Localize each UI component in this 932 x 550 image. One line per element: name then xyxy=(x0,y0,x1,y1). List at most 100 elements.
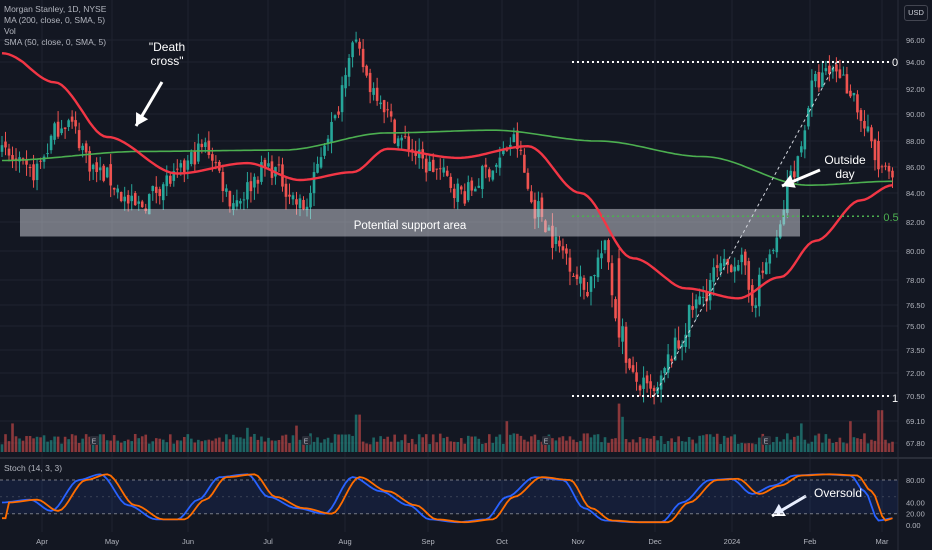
volume-bar xyxy=(456,442,460,452)
volume-bar xyxy=(53,436,56,452)
candle-body xyxy=(488,169,491,178)
price-tick-label: 86.00 xyxy=(906,163,925,172)
candle-body xyxy=(319,157,323,168)
volume-bar xyxy=(544,439,547,452)
candle-body xyxy=(91,164,95,170)
candle-body xyxy=(884,165,887,167)
time-tick-label: Nov xyxy=(571,537,585,546)
candle-body xyxy=(600,253,603,259)
time-tick-label: Aug xyxy=(338,537,351,546)
candle-body xyxy=(473,188,477,192)
candle-body xyxy=(575,274,579,280)
volume-bar xyxy=(775,436,779,452)
volume-bar xyxy=(831,442,835,452)
candle-body xyxy=(109,164,112,186)
volume-bar xyxy=(828,438,831,452)
volume-bar xyxy=(347,434,351,452)
candle-body xyxy=(438,168,442,170)
volume-bar xyxy=(186,434,190,452)
volume-bar xyxy=(708,434,712,452)
volume-bar xyxy=(863,433,866,452)
candle-body xyxy=(586,291,589,297)
candle-body xyxy=(582,277,586,290)
earnings-marker-label: E xyxy=(764,439,769,446)
volume-bar xyxy=(351,435,354,452)
volume-bar xyxy=(368,444,372,452)
volume-bar xyxy=(263,441,267,452)
candle-body xyxy=(130,195,134,202)
volume-bar xyxy=(137,438,141,452)
stoch-tick-label: 0.00 xyxy=(906,521,921,530)
candle-body xyxy=(267,163,270,167)
volume-bar xyxy=(582,433,586,452)
volume-bar xyxy=(579,440,582,452)
volume-bar xyxy=(211,440,214,452)
stoch-label: Stoch (14, 3, 3) xyxy=(4,463,63,473)
price-tick-label: 82.00 xyxy=(906,218,925,227)
candle-body xyxy=(77,130,81,149)
price-tick-label: 78.00 xyxy=(906,276,925,285)
candle-body xyxy=(572,275,575,277)
candle-body xyxy=(768,254,772,264)
volume-bar xyxy=(477,438,481,452)
volume-bar xyxy=(537,439,540,452)
time-tick-label: Sep xyxy=(421,537,434,546)
candle-body xyxy=(698,296,701,305)
volume-bar xyxy=(172,443,176,452)
volume-bar xyxy=(291,435,295,452)
volume-bar xyxy=(887,443,891,452)
stoch-tick-label: 80.00 xyxy=(906,476,925,485)
candle-body xyxy=(631,365,635,372)
candle-body xyxy=(880,166,884,168)
volume-bar xyxy=(281,435,284,452)
candle-body xyxy=(190,152,193,165)
volume-bar xyxy=(463,443,467,452)
volume-bar xyxy=(302,442,305,452)
volume-bar xyxy=(677,436,680,452)
currency-button[interactable]: USD xyxy=(904,5,928,21)
volume-bar xyxy=(603,437,607,452)
volume-bar xyxy=(326,437,330,452)
candle-body xyxy=(516,130,519,150)
price-tick-label: 80.00 xyxy=(906,247,925,256)
candle-body xyxy=(393,119,396,144)
volume-bar xyxy=(561,436,565,452)
volume-bar xyxy=(810,441,814,452)
candle-body xyxy=(81,145,84,151)
price-tick-label: 92.00 xyxy=(906,85,925,94)
volume-bar xyxy=(151,441,155,452)
volume-bar xyxy=(428,444,432,452)
candle-body xyxy=(263,159,267,168)
candle-body xyxy=(814,73,817,82)
candle-body xyxy=(246,182,249,200)
candle-body xyxy=(25,158,28,165)
candle-body xyxy=(161,184,165,201)
candle-body xyxy=(729,265,733,273)
candle-body xyxy=(481,166,484,190)
volume-bar xyxy=(42,435,46,452)
candle-body xyxy=(859,110,863,121)
volume-bar xyxy=(361,441,365,452)
candle-body xyxy=(614,299,617,319)
volume-bar xyxy=(852,437,856,452)
candle-body xyxy=(835,64,838,72)
candle-body xyxy=(193,151,197,165)
volume-bar xyxy=(323,439,326,452)
candle-body xyxy=(445,170,449,176)
candle-body xyxy=(53,123,56,140)
price-tick-label: 70.50 xyxy=(906,392,925,401)
volume-bar xyxy=(375,441,379,452)
candle-body xyxy=(0,145,4,152)
volume-bar xyxy=(147,443,151,452)
volume-bar xyxy=(473,436,477,452)
volume-bar xyxy=(400,440,403,452)
volume-bar xyxy=(740,442,744,452)
candle-body xyxy=(568,257,572,272)
volume-bar xyxy=(719,444,723,452)
volume-bar xyxy=(46,441,49,452)
price-tick-label: 84.00 xyxy=(906,189,925,198)
volume-bar xyxy=(284,434,288,452)
volume-bar xyxy=(242,438,246,452)
volume-bar xyxy=(235,437,239,452)
